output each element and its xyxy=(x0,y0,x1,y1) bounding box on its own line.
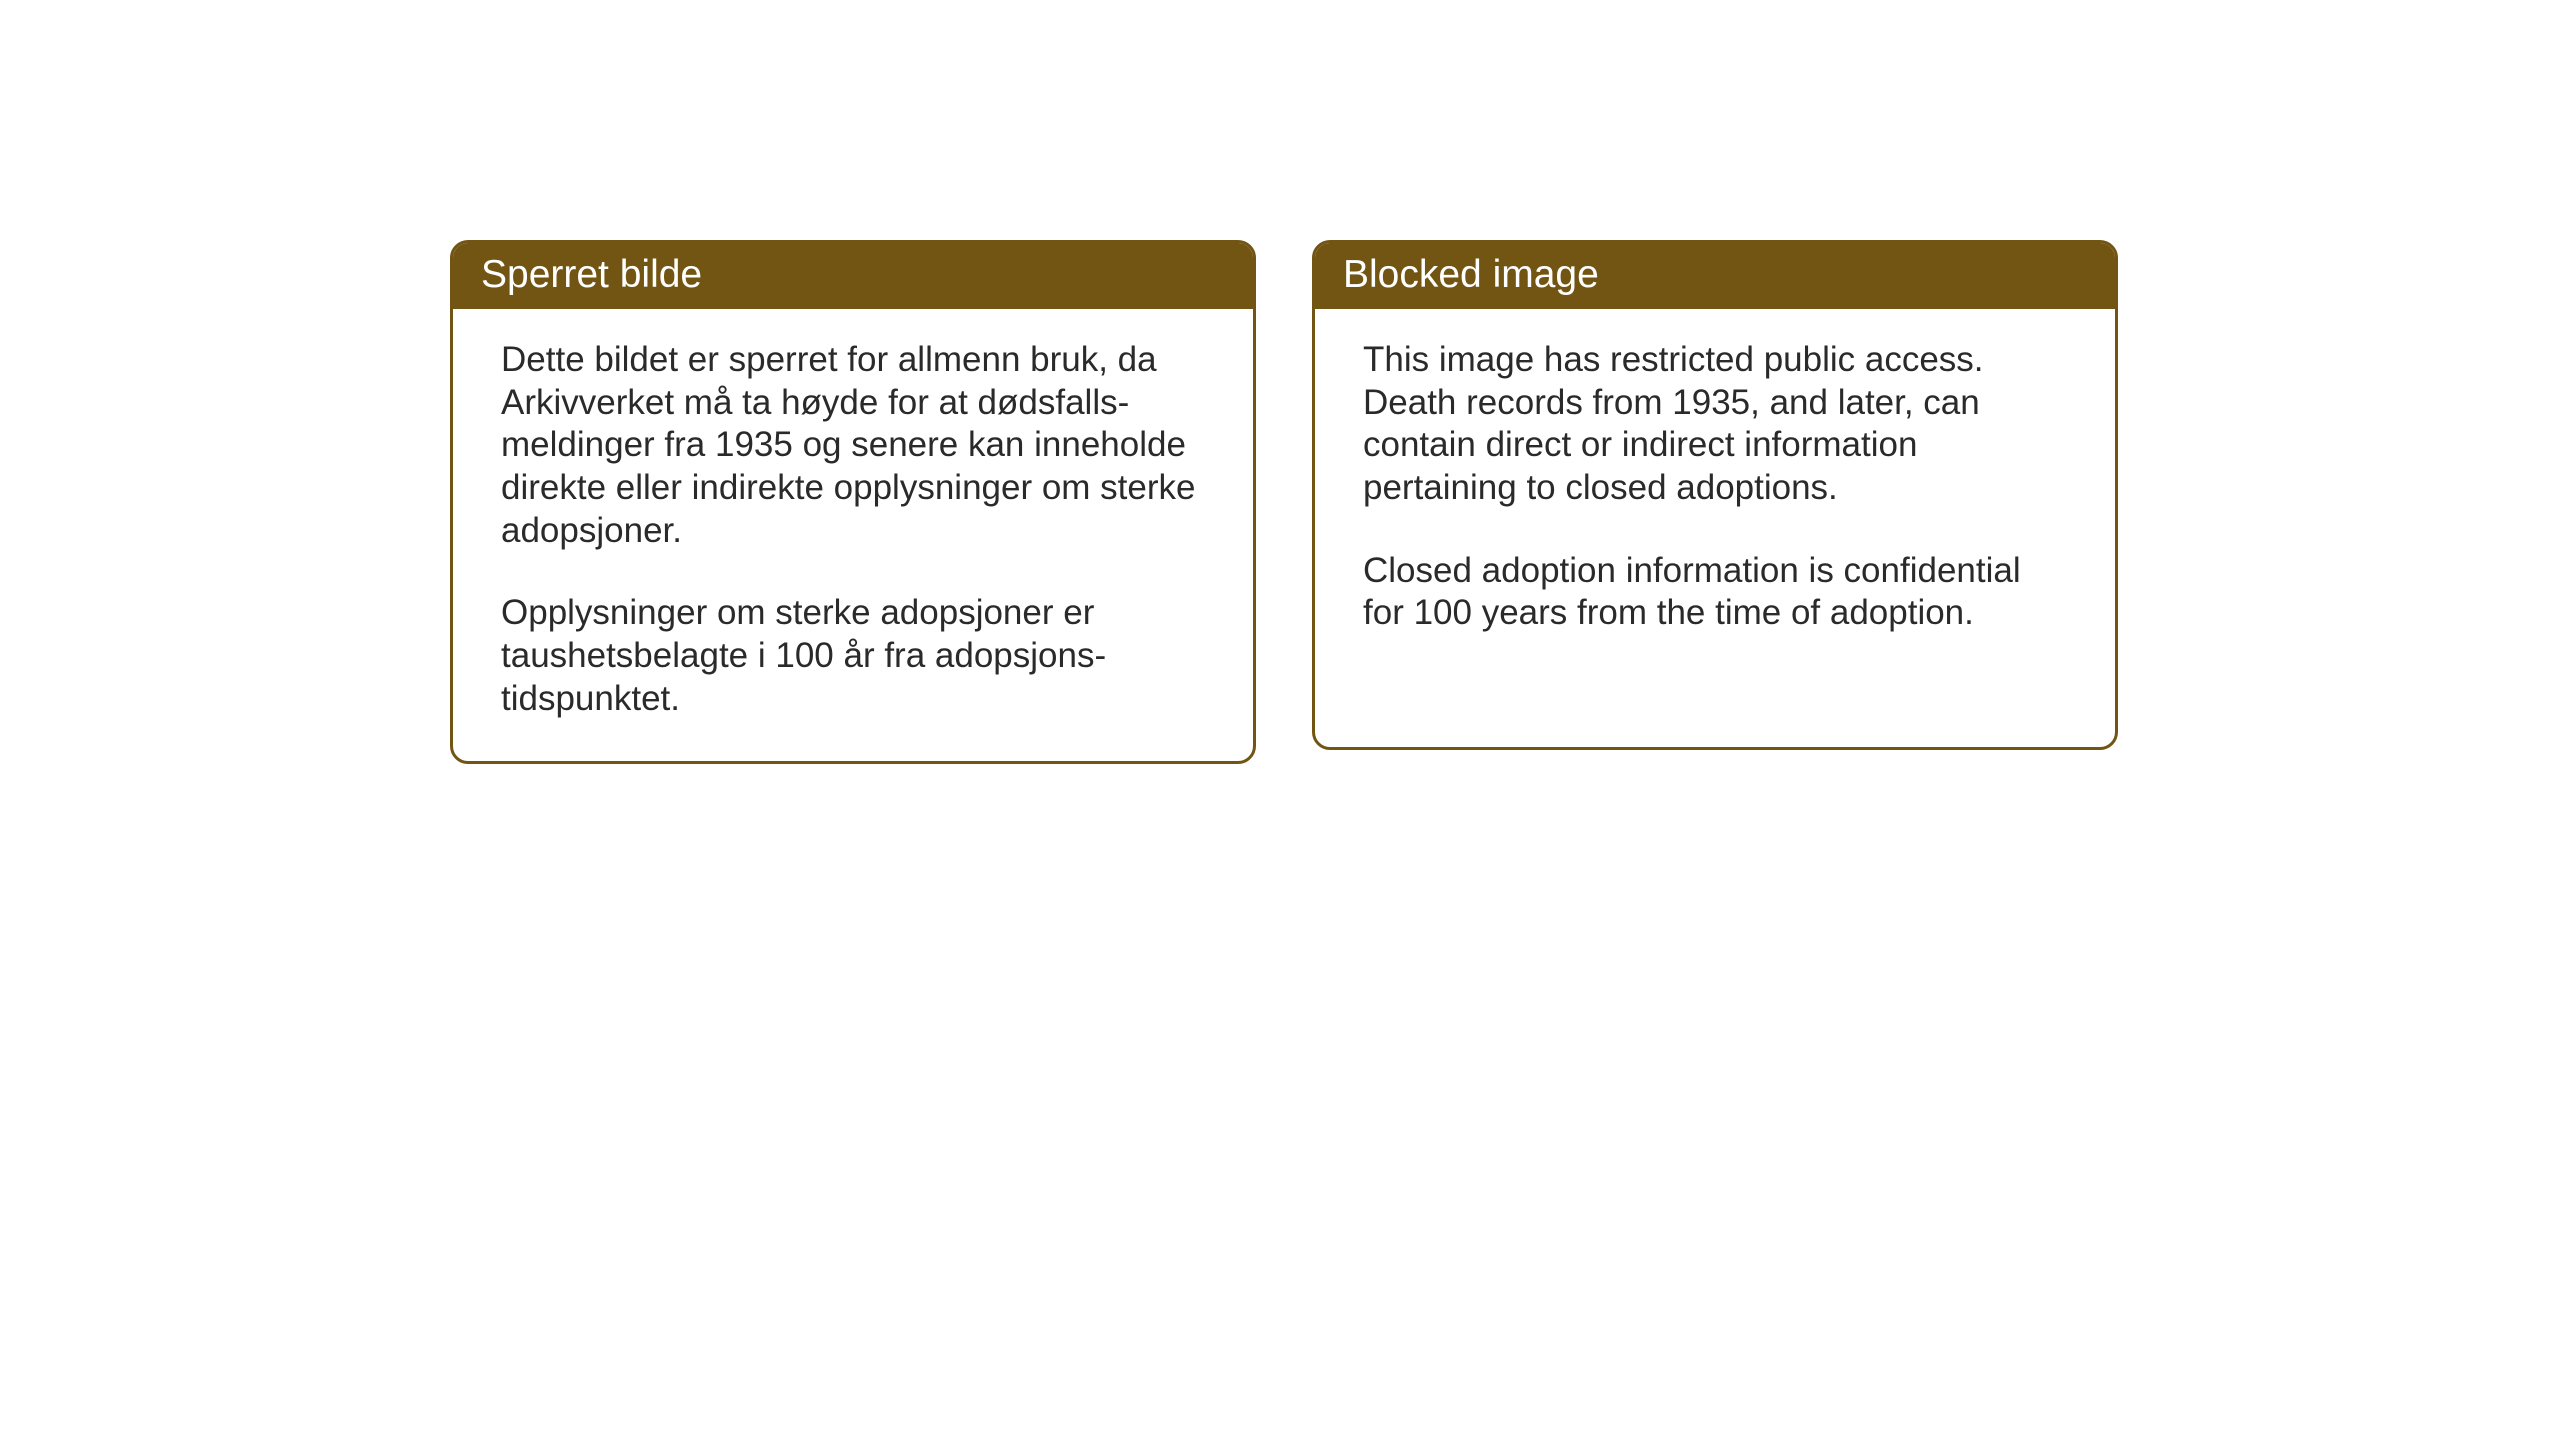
english-card-title: Blocked image xyxy=(1343,253,1599,296)
english-card-header: Blocked image xyxy=(1315,243,2115,309)
norwegian-notice-card: Sperret bilde Dette bildet er sperret fo… xyxy=(450,240,1256,764)
norwegian-card-header: Sperret bilde xyxy=(453,243,1253,309)
english-paragraph-1: This image has restricted public access.… xyxy=(1363,339,2067,510)
norwegian-card-body: Dette bildet er sperret for allmenn bruk… xyxy=(453,309,1253,761)
english-notice-card: Blocked image This image has restricted … xyxy=(1312,240,2118,750)
english-card-body: This image has restricted public access.… xyxy=(1315,309,2115,675)
norwegian-paragraph-1: Dette bildet er sperret for allmenn bruk… xyxy=(501,339,1205,552)
notice-cards-container: Sperret bilde Dette bildet er sperret fo… xyxy=(450,240,2118,764)
english-paragraph-2: Closed adoption information is confident… xyxy=(1363,550,2067,635)
norwegian-paragraph-2: Opplysninger om sterke adopsjoner er tau… xyxy=(501,592,1205,720)
norwegian-card-title: Sperret bilde xyxy=(481,253,702,296)
